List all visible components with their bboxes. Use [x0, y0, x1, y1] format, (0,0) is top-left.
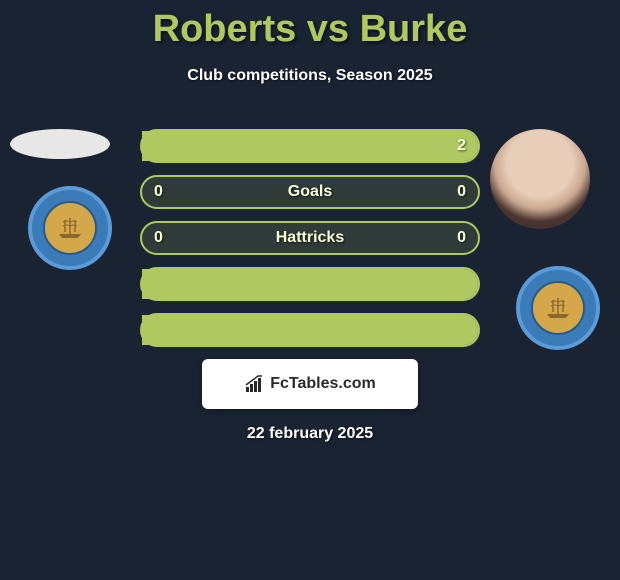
- comparison-content: Matches 2 0 Goals 0 0 Hattricks 0 Goals …: [0, 129, 620, 443]
- stat-label: Hattricks: [276, 229, 344, 247]
- stat-row: 0 Hattricks 0: [140, 221, 480, 255]
- player-left-avatar: [10, 129, 110, 159]
- stat-value-left: 0: [154, 183, 163, 201]
- club-badge-left-inner: [43, 201, 97, 255]
- stat-row: Matches 2: [140, 129, 480, 163]
- stat-label: Goals: [288, 183, 332, 201]
- chart-icon: [244, 375, 266, 393]
- stat-fill-right: [142, 269, 478, 299]
- stat-row: Goals per match: [140, 267, 480, 301]
- brand-card: FcTables.com: [202, 359, 418, 409]
- ship-icon: [543, 296, 573, 320]
- stat-row: 0 Goals 0: [140, 175, 480, 209]
- stat-value-right: 0: [457, 229, 466, 247]
- ship-icon: [55, 216, 85, 240]
- player-right-avatar: [490, 129, 590, 229]
- stat-fill-right: [142, 315, 478, 345]
- footer-date: 22 february 2025: [0, 425, 620, 443]
- stat-value-right: 2: [457, 137, 466, 155]
- brand-text: FcTables.com: [270, 375, 376, 393]
- page-title: Roberts vs Burke: [0, 0, 620, 51]
- club-badge-right-inner: [531, 281, 585, 335]
- stat-value-left: 0: [154, 229, 163, 247]
- stat-row: Min per goal: [140, 313, 480, 347]
- club-badge-right: [516, 266, 600, 350]
- stat-fill-right: [142, 131, 478, 161]
- club-badge-left: [28, 186, 112, 270]
- stats-bars: Matches 2 0 Goals 0 0 Hattricks 0 Goals …: [140, 129, 480, 347]
- page-subtitle: Club competitions, Season 2025: [0, 67, 620, 85]
- stat-value-right: 0: [457, 183, 466, 201]
